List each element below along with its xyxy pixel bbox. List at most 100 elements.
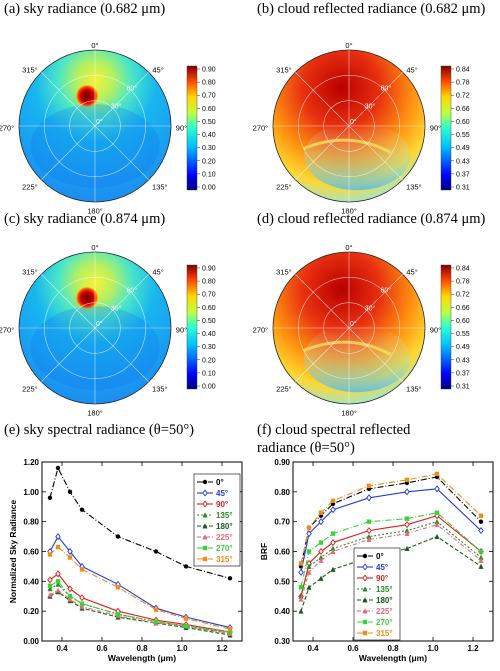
data-point (362, 597, 368, 603)
series-line (300, 473, 482, 564)
polar-plot-c: 0° 45° 90° 135° 180° 225° 270° 315° 0° 30° 60° (0, 243, 187, 418)
data-point (404, 545, 410, 551)
panel-c-title: (c) sky radiance (0.874 μm) (4, 211, 166, 227)
azimuth-label: 180° (87, 409, 103, 418)
azimuth-label: 225° (276, 384, 292, 393)
y-tick-label: 0.90 (274, 458, 290, 467)
azimuth-label: 270° (253, 124, 269, 133)
data-point (298, 608, 304, 614)
panel-d-title: (d) cloud reflected radiance (0.874 μm) (257, 211, 486, 227)
data-point (330, 506, 336, 514)
data-point (227, 626, 233, 632)
data-point (478, 557, 484, 563)
legend-box (353, 547, 401, 641)
series-line (300, 476, 482, 567)
data-point (67, 489, 73, 495)
data-point (330, 566, 336, 572)
data-point (366, 536, 372, 543)
azimuth-spoke (41, 72, 96, 127)
data-point (362, 553, 368, 559)
data-point (55, 465, 61, 471)
data-point (55, 581, 61, 587)
data-point (47, 552, 53, 557)
data-point (330, 539, 336, 547)
colorbar-label: 0.78 (456, 279, 470, 286)
data-point (298, 561, 304, 566)
data-point (478, 519, 484, 524)
y-tick-label: 0.80 (274, 488, 290, 497)
cloud-glory-arc (302, 138, 392, 154)
azimuth-label: 315° (276, 268, 292, 277)
data-point (298, 596, 304, 602)
y-tick-label: 0.30 (274, 637, 290, 646)
panel-b-title: (b) cloud reflected radiance (0.682 μm) (257, 1, 486, 17)
azimuth-spoke (295, 274, 350, 329)
data-point (183, 623, 189, 629)
azimuth-label: 315° (276, 66, 292, 75)
colorbar-label: 0.60 (202, 305, 216, 312)
y-tick-label: 0.50 (274, 577, 290, 586)
colorbar-label: 0.84 (456, 266, 470, 273)
y-tick-label: 0.70 (274, 518, 290, 527)
azimuth-spoke (41, 125, 96, 180)
data-point (47, 591, 53, 598)
data-point (404, 477, 410, 483)
data-point (55, 579, 61, 584)
data-point (434, 471, 440, 477)
legend-label: 45° (216, 489, 228, 498)
data-point (306, 549, 312, 554)
colorbar-label: 0.80 (202, 80, 216, 87)
legend-label: 135° (376, 585, 393, 594)
legend-label: 90° (216, 500, 228, 509)
y-tick-label: 1.00 (23, 488, 39, 497)
zenith-label: 60° (380, 287, 391, 295)
x-tick-label: 0.6 (96, 644, 108, 653)
center-label: 0° (350, 118, 357, 126)
data-point (67, 547, 73, 556)
series-line (49, 535, 231, 629)
azimuth-spoke (348, 72, 403, 127)
azimuth-label: 270° (253, 326, 269, 335)
colorbar-label: 0.80 (202, 279, 216, 286)
x-tick-label: 0.4 (56, 644, 68, 653)
zenith-label: 30° (365, 102, 376, 110)
series-line (300, 488, 482, 573)
colorbar-label: 0.10 (202, 370, 216, 377)
data-point (202, 489, 208, 497)
colorbar-label: 0.72 (456, 93, 470, 100)
data-point (202, 534, 208, 540)
zenith-label: 30° (111, 304, 122, 312)
series-0° (47, 465, 233, 581)
azimuth-label: 45° (152, 66, 163, 75)
colorbar-label: 0.55 (456, 132, 470, 139)
data-point (115, 585, 121, 590)
series-line (49, 580, 231, 633)
data-point (306, 584, 312, 590)
azimuth-label: 0° (345, 243, 352, 252)
zenith-label: 60° (380, 85, 391, 93)
x-tick-label: 0.8 (387, 644, 399, 653)
colorbar-gradient (186, 264, 198, 390)
azimuth-label: 90° (176, 124, 187, 133)
y-axis-label: Normalized Sky Radiance (8, 500, 18, 604)
azimuth-label: 0° (345, 41, 352, 50)
zenith-label: 60° (126, 287, 137, 295)
data-point (115, 611, 121, 617)
series-line (49, 466, 231, 579)
data-point (362, 619, 368, 625)
colorbar-label: 0.00 (202, 185, 216, 192)
colorbar-label: 0.70 (202, 292, 216, 299)
data-point (362, 608, 368, 614)
azimuth-label: 90° (430, 124, 441, 133)
data-point (318, 547, 324, 556)
colorbar-gradient (186, 65, 198, 191)
colorbar-label: 0.49 (456, 344, 470, 351)
colorbar-label: 0.40 (202, 331, 216, 338)
colorbar-label: 0.20 (202, 357, 216, 364)
data-point (79, 507, 85, 512)
x-tick-label: 1.2 (467, 644, 479, 653)
series-270° (47, 579, 233, 635)
colorbar-label: 0.37 (456, 370, 470, 377)
colorbar: 0.84 0.78 0.72 0.66 0.60 0.55 0.49 0.43 0.37 0.31 (440, 65, 470, 192)
data-point (298, 585, 304, 590)
